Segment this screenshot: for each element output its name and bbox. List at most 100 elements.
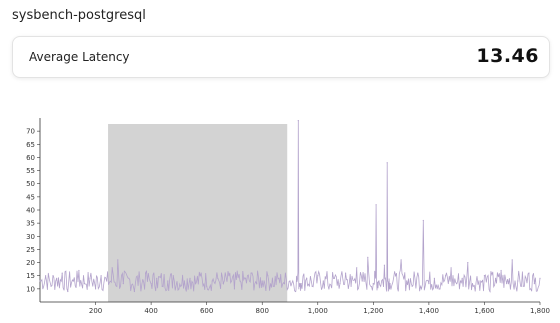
latency-point	[317, 275, 319, 277]
latency-point	[383, 264, 385, 266]
latency-point	[61, 272, 63, 274]
x-tick-label: 1,200	[363, 307, 383, 315]
stat-label: Average Latency	[29, 50, 130, 64]
y-tick-label: 55	[26, 167, 35, 175]
latency-point	[272, 285, 274, 287]
y-tick-label: 25	[26, 246, 35, 254]
latency-point	[522, 285, 524, 287]
latency-point	[83, 283, 85, 285]
latency-point	[322, 280, 324, 282]
latency-point	[495, 277, 497, 279]
latency-point	[267, 275, 269, 277]
latency-point	[156, 277, 158, 279]
latency-point	[211, 280, 213, 282]
latency-point	[67, 290, 69, 293]
y-tick-label: 50	[26, 180, 35, 188]
x-tick-label: 400	[144, 307, 157, 315]
latency-series-line	[39, 120, 541, 294]
y-tick-label: 15	[26, 272, 35, 280]
latency-point	[189, 277, 191, 279]
latency-point	[200, 272, 202, 274]
y-tick-label: 45	[26, 193, 35, 201]
latency-point	[439, 288, 441, 290]
latency-point	[539, 277, 541, 279]
latency-point	[245, 277, 247, 279]
latency-point	[300, 283, 302, 285]
highlight-range	[108, 124, 288, 302]
latency-point	[428, 283, 430, 285]
latency-point	[528, 272, 530, 274]
latency-point	[111, 267, 113, 269]
latency-point	[128, 277, 130, 279]
latency-point	[533, 283, 536, 285]
latency-point	[217, 277, 219, 279]
x-tick-label: 1,800	[530, 307, 550, 315]
latency-point	[333, 277, 335, 279]
latency-point	[261, 280, 263, 282]
latency-point	[39, 280, 41, 282]
y-tick-label: 35	[26, 220, 35, 228]
latency-point	[72, 280, 74, 282]
latency-point	[139, 280, 141, 282]
latency-point	[375, 204, 377, 206]
x-tick-label: 1,400	[419, 307, 439, 315]
latency-point	[150, 283, 152, 285]
latency-point	[472, 285, 474, 287]
latency-point	[417, 272, 419, 274]
latency-point	[283, 283, 285, 285]
latency-point	[239, 280, 241, 282]
latency-point	[289, 280, 291, 282]
latency-point	[50, 285, 52, 287]
latency-point	[345, 272, 347, 274]
latency-point	[178, 288, 180, 290]
latency-point	[161, 285, 163, 287]
x-tick-label: 200	[89, 307, 102, 315]
latency-point	[278, 277, 280, 279]
x-tick-label: 1,600	[474, 307, 494, 315]
latency-point	[328, 288, 330, 290]
latency-point	[195, 283, 197, 285]
latency-point	[483, 275, 485, 277]
latency-point	[389, 283, 391, 285]
latency-point	[450, 267, 452, 269]
latency-point	[106, 280, 108, 282]
latency-point	[478, 280, 480, 282]
page-title: sysbench-postgresql	[12, 8, 146, 23]
latency-point	[297, 120, 299, 122]
latency-point	[295, 290, 297, 293]
latency-point	[133, 290, 135, 293]
latency-point	[433, 277, 435, 279]
y-tick-label: 70	[26, 128, 35, 136]
latency-point	[500, 269, 502, 272]
latency-point	[117, 259, 119, 261]
y-tick-label: 65	[26, 141, 35, 149]
latency-point	[233, 288, 235, 290]
latency-point	[356, 267, 358, 269]
latency-point	[306, 277, 308, 279]
y-tick-label: 10	[26, 285, 35, 293]
latency-point	[145, 272, 147, 274]
latency-point	[456, 283, 458, 285]
latency-point	[100, 275, 102, 277]
latency-point	[467, 262, 469, 264]
x-tick-label: 800	[256, 307, 269, 315]
latency-point	[122, 283, 124, 285]
y-tick-label: 60	[26, 154, 35, 162]
latency-point	[406, 280, 408, 282]
latency-point	[45, 275, 47, 277]
latency-point	[489, 290, 491, 293]
latency-point	[167, 280, 169, 282]
latency-point	[386, 162, 388, 164]
latency-point	[395, 275, 397, 277]
latency-point	[372, 283, 374, 285]
latency-point	[411, 285, 413, 287]
latency-point	[506, 283, 508, 285]
latency-point	[422, 219, 424, 222]
latency-point	[400, 259, 402, 261]
latency-point	[172, 275, 174, 277]
x-tick-label: 1,000	[308, 307, 328, 315]
latency-point	[183, 280, 185, 282]
latency-point	[311, 285, 313, 287]
latency-point	[339, 283, 341, 285]
latency-point	[56, 277, 58, 279]
